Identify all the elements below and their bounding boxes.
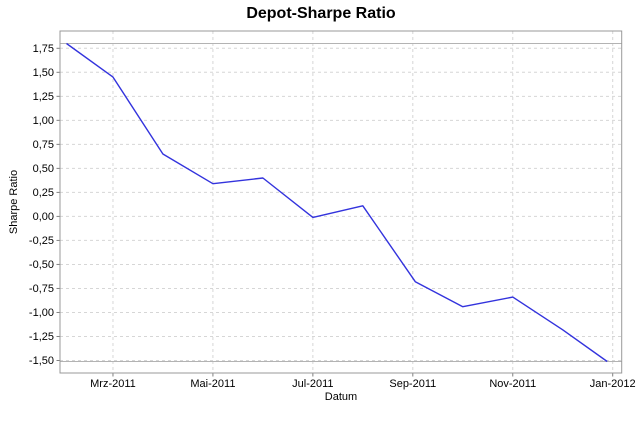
x-tick-label: Jul-2011	[292, 378, 333, 390]
x-tick-label: Sep-2011	[389, 378, 436, 390]
x-tick-label: Jan-2012	[590, 378, 636, 390]
y-tick-label: 1,50	[33, 67, 54, 79]
y-tick-label: 1,25	[33, 91, 54, 103]
plot-border	[59, 30, 623, 374]
chart-title: Depot-Sharpe Ratio	[246, 5, 396, 22]
y-tick-label: 0,50	[33, 163, 54, 175]
sharpe-ratio-series-line	[66, 42, 608, 363]
x-tick-label: Nov-2011	[489, 378, 536, 390]
y-tick-label: 0,00	[33, 211, 54, 223]
x-tick-label: Mai-2011	[190, 378, 235, 390]
x-axis-title: Datum	[324, 391, 358, 403]
x-tick-label: Mrz-2011	[90, 378, 136, 390]
y-tick-label: -0,25	[29, 235, 54, 247]
y-tick-label: -1,25	[29, 331, 54, 343]
y-tick-label: 0,25	[33, 187, 54, 199]
y-tick-label: -1,00	[29, 307, 54, 319]
y-tick-label: 0,75	[33, 139, 54, 151]
y-tick-label: -1,50	[29, 355, 54, 367]
y-tick-label: 1,75	[33, 43, 54, 55]
y-tick-label: 1,00	[33, 115, 54, 127]
y-tick-label: -0,75	[29, 283, 54, 295]
y-tick-label: -0,50	[29, 259, 54, 271]
